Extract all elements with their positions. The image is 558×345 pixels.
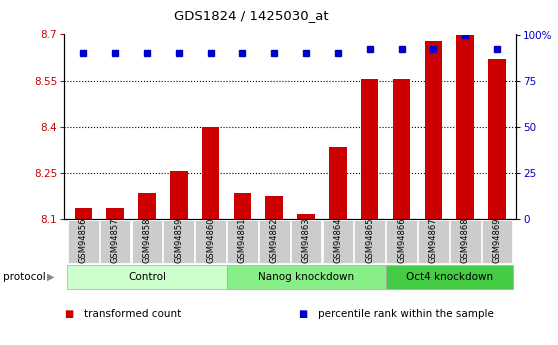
Text: GSM94862: GSM94862	[270, 218, 279, 263]
Text: GSM94858: GSM94858	[142, 218, 151, 263]
Bar	[195, 219, 226, 264]
Bar	[456, 34, 474, 219]
Bar	[450, 219, 480, 264]
Bar	[393, 79, 410, 219]
Bar	[227, 265, 386, 288]
Bar	[297, 215, 315, 219]
Text: ■: ■	[299, 309, 308, 319]
Text: GSM94865: GSM94865	[365, 218, 374, 263]
Text: GSM94857: GSM94857	[110, 218, 119, 263]
Text: transformed count: transformed count	[84, 309, 181, 319]
Text: GSM94868: GSM94868	[461, 218, 470, 264]
Bar	[132, 219, 162, 264]
Text: Control: Control	[128, 272, 166, 282]
Bar	[259, 219, 290, 264]
Bar	[75, 208, 92, 219]
Text: GSM94861: GSM94861	[238, 218, 247, 263]
Bar	[202, 127, 219, 219]
Bar	[361, 79, 378, 219]
Text: GDS1824 / 1425030_at: GDS1824 / 1425030_at	[174, 9, 329, 22]
Text: GSM94866: GSM94866	[397, 218, 406, 264]
Bar	[482, 219, 512, 264]
Bar	[163, 219, 194, 264]
Text: GSM94856: GSM94856	[79, 218, 88, 263]
Text: Nanog knockdown: Nanog knockdown	[258, 272, 354, 282]
Text: ■: ■	[64, 309, 74, 319]
Bar	[323, 219, 353, 264]
Bar	[386, 265, 513, 288]
Bar	[170, 171, 187, 219]
Text: GSM94863: GSM94863	[301, 218, 311, 264]
Bar	[354, 219, 385, 264]
Bar	[329, 147, 347, 219]
Text: GSM94867: GSM94867	[429, 218, 438, 264]
Text: percentile rank within the sample: percentile rank within the sample	[318, 309, 494, 319]
Text: GSM94864: GSM94864	[333, 218, 343, 263]
Bar	[425, 41, 442, 219]
Bar	[418, 219, 449, 264]
Bar	[68, 265, 227, 288]
Text: GSM94859: GSM94859	[174, 218, 183, 263]
Bar	[107, 208, 124, 219]
Bar	[386, 219, 417, 264]
Text: ▶: ▶	[46, 272, 54, 282]
Bar	[266, 196, 283, 219]
Bar	[227, 219, 258, 264]
Bar	[68, 219, 99, 264]
Bar	[138, 193, 156, 219]
Text: GSM94860: GSM94860	[206, 218, 215, 263]
Bar	[291, 219, 321, 264]
Bar	[234, 193, 251, 219]
Text: GSM94869: GSM94869	[493, 218, 502, 263]
Text: Oct4 knockdown: Oct4 knockdown	[406, 272, 493, 282]
Text: protocol: protocol	[3, 272, 46, 282]
Bar	[488, 59, 506, 219]
Bar	[100, 219, 131, 264]
